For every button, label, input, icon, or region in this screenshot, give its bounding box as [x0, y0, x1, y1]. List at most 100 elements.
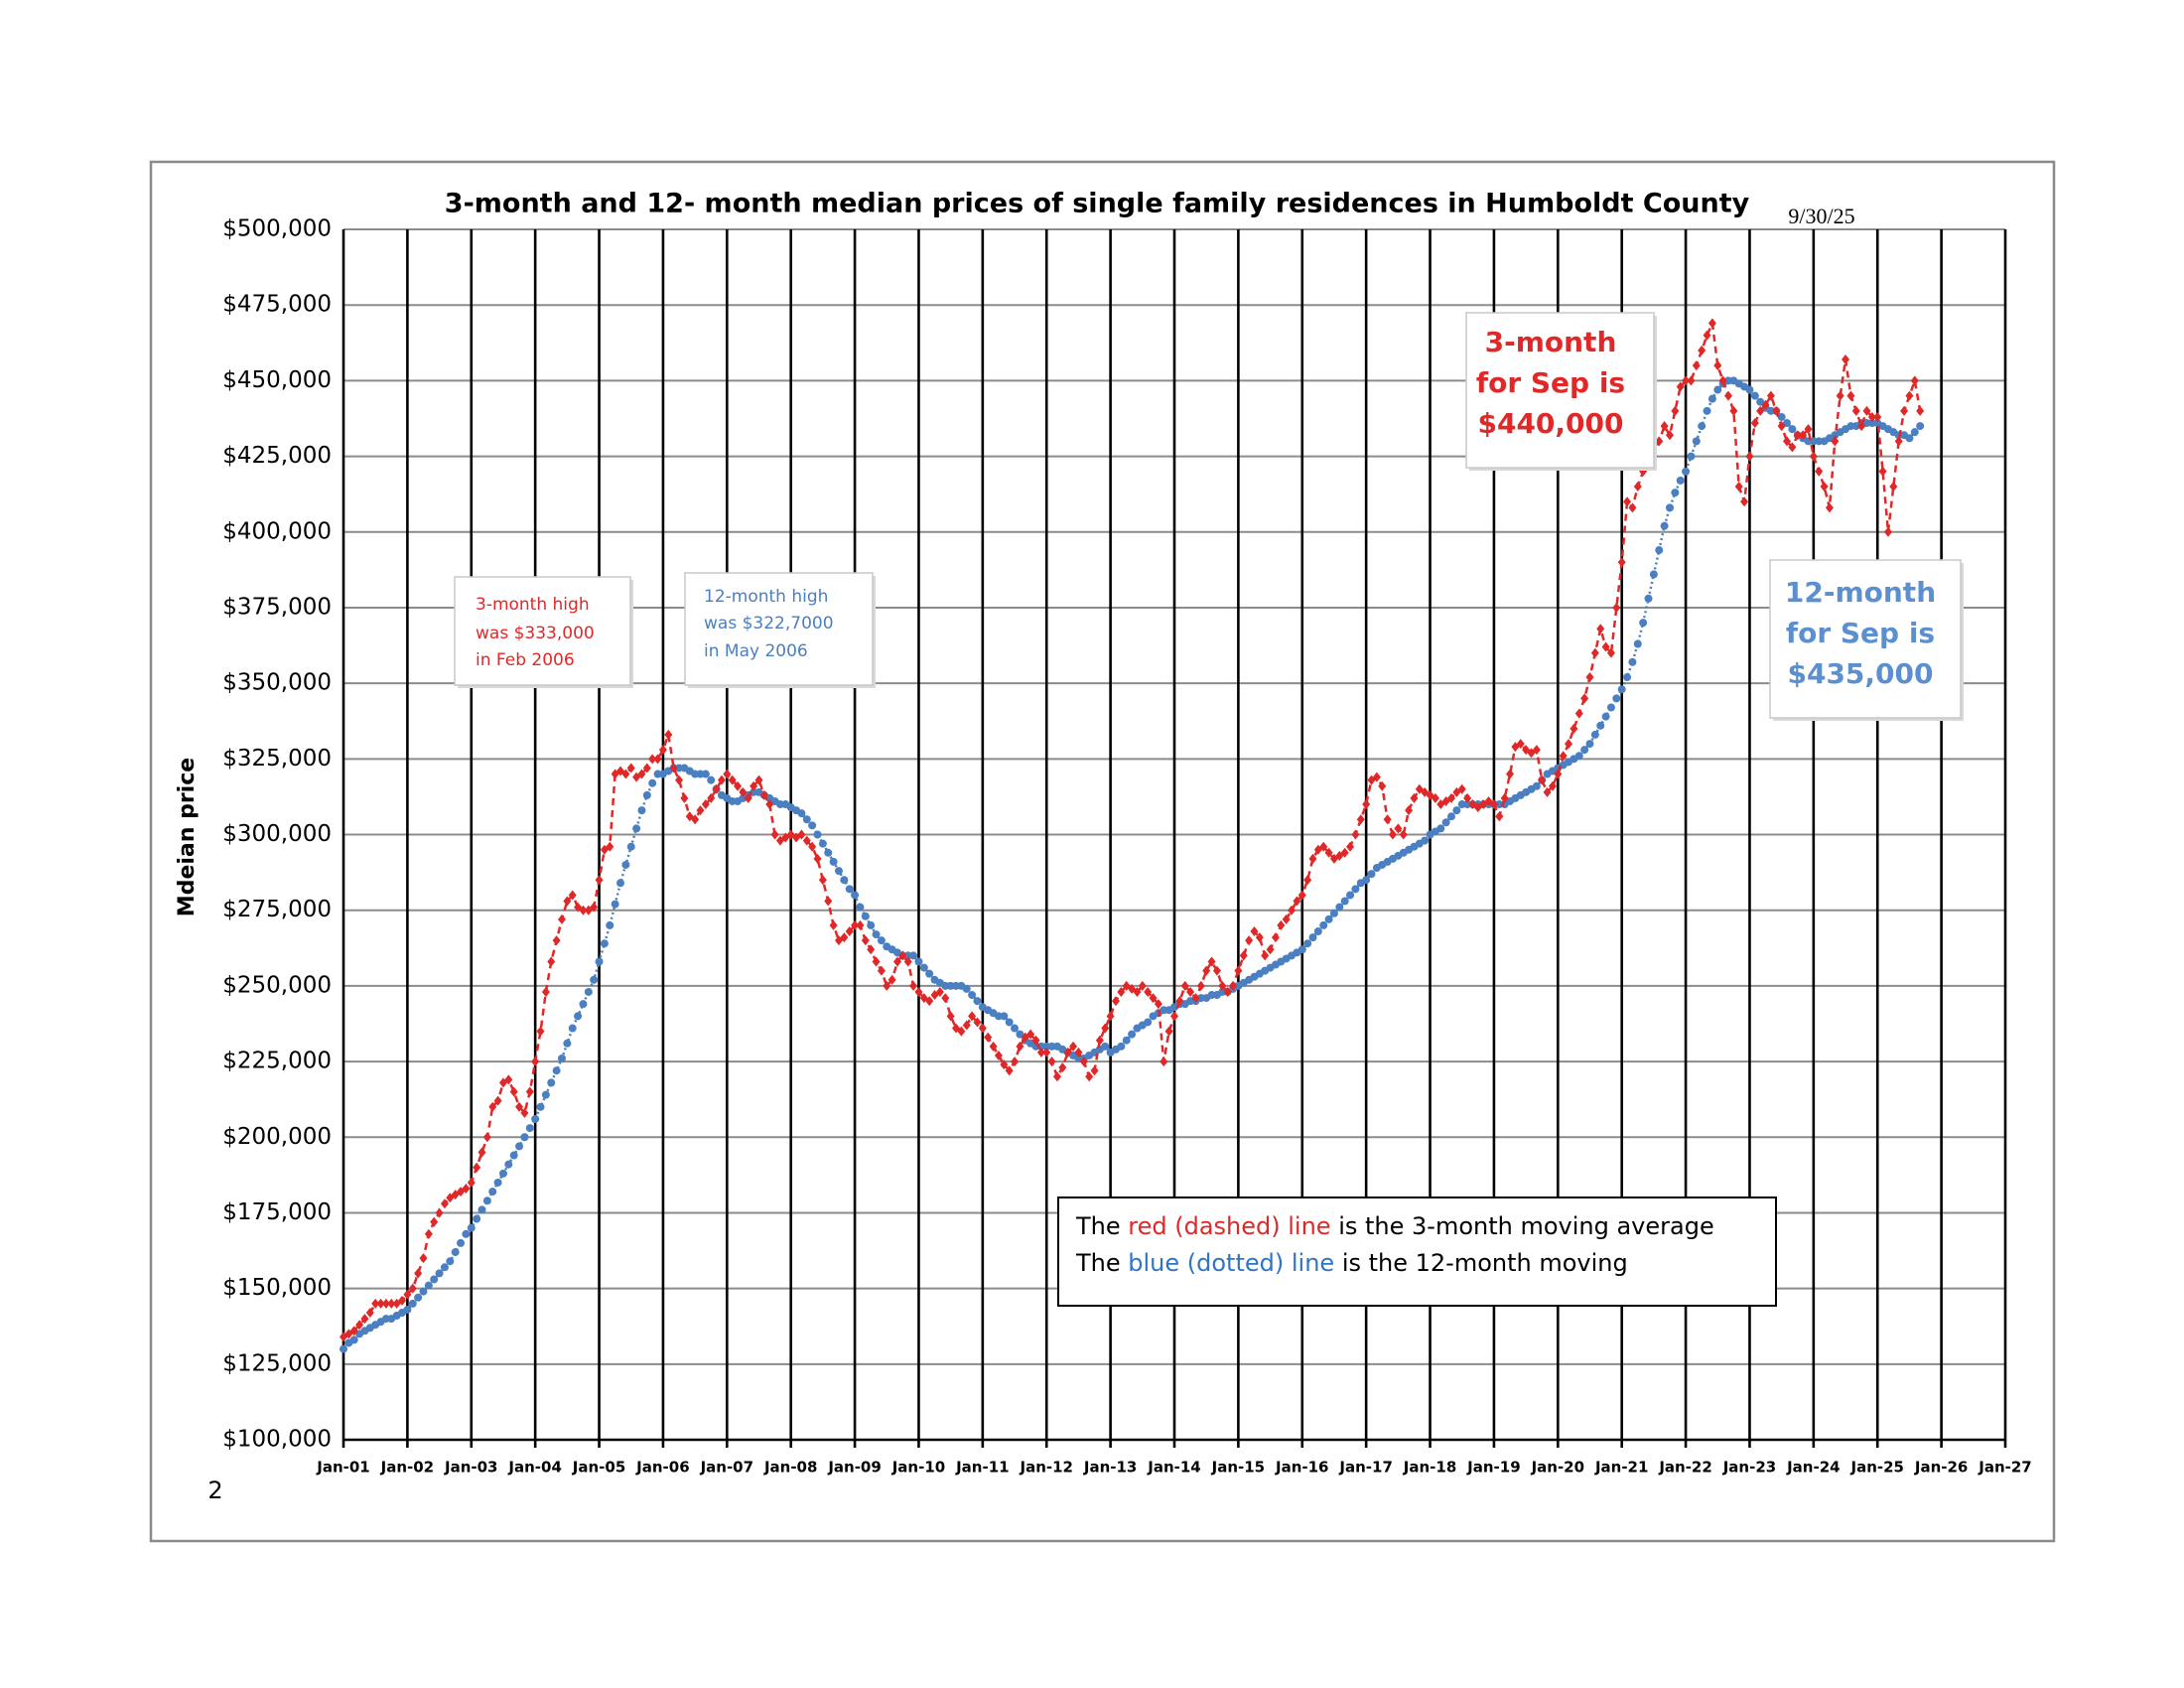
point-marker: [1378, 780, 1387, 791]
point-marker: [1335, 903, 1344, 912]
point-marker: [1239, 950, 1248, 961]
x-tick-label: Jan-05: [572, 1459, 625, 1477]
point-marker: [637, 806, 646, 815]
point-marker: [829, 857, 838, 866]
point-marker: [813, 853, 822, 864]
point-marker: [1245, 935, 1254, 946]
y-tick-label: $425,000: [222, 443, 332, 469]
point-marker: [1297, 890, 1306, 901]
point-marker: [1506, 769, 1515, 779]
point-marker: [845, 885, 854, 894]
point-marker: [1671, 405, 1680, 416]
point-marker: [984, 1032, 993, 1043]
point-marker: [1383, 814, 1392, 825]
point-marker: [1351, 885, 1360, 894]
point-marker: [1772, 405, 1781, 416]
point-marker: [1883, 526, 1892, 537]
point-marker: [739, 786, 748, 797]
annotation-box: [1769, 559, 1962, 719]
point-marker: [1878, 466, 1887, 477]
point-marker: [1873, 411, 1882, 422]
point-marker: [887, 974, 896, 985]
legend-text-part: red (dashed) line: [1128, 1212, 1330, 1240]
point-marker: [824, 848, 833, 857]
point-marker: [498, 1169, 507, 1178]
point-marker: [1288, 905, 1297, 915]
point-marker: [1628, 502, 1637, 513]
legend-text-part: The: [1075, 1212, 1128, 1240]
point-marker: [1085, 1071, 1094, 1082]
annotation-text: was $322,7000: [704, 614, 834, 633]
point-marker: [1346, 891, 1355, 900]
point-marker: [568, 1024, 577, 1033]
point-marker: [1090, 1065, 1099, 1076]
point-marker: [1346, 841, 1355, 852]
x-tick-label: Jan-16: [1275, 1459, 1328, 1477]
point-marker: [1405, 805, 1414, 816]
y-tick-label: $125,000: [222, 1350, 332, 1376]
point-marker: [1191, 993, 1200, 1004]
point-marker: [941, 993, 950, 1004]
point-marker: [1047, 1056, 1056, 1067]
point-marker: [1682, 467, 1691, 476]
point-marker: [1324, 914, 1333, 923]
point-marker: [797, 829, 806, 840]
point-marker: [531, 1056, 540, 1067]
point-marker: [707, 775, 716, 784]
point-marker: [1261, 950, 1270, 961]
point-marker: [1500, 792, 1509, 803]
point-marker: [829, 919, 838, 930]
point-marker: [552, 935, 561, 946]
point-marker: [541, 1090, 550, 1099]
point-marker: [989, 1041, 998, 1052]
point-marker: [621, 860, 630, 869]
x-tick-label: Jan-27: [1978, 1459, 2031, 1477]
point-marker: [1069, 1041, 1078, 1052]
x-tick-label: Jan-09: [827, 1459, 881, 1477]
point-marker: [536, 1026, 545, 1037]
point-marker: [1447, 792, 1455, 803]
point-marker: [424, 1228, 433, 1239]
point-marker: [759, 789, 768, 800]
point-marker: [877, 965, 886, 976]
point-marker: [701, 799, 710, 810]
point-marker: [1559, 751, 1568, 762]
point-marker: [872, 956, 881, 967]
point-marker: [467, 1177, 476, 1188]
point-marker: [568, 890, 577, 901]
annotation-text: in May 2006: [704, 641, 808, 661]
point-marker: [1628, 657, 1637, 666]
point-marker: [648, 778, 657, 787]
point-marker: [440, 1263, 449, 1272]
point-marker: [616, 879, 624, 888]
legend-text-part: is the 12-month moving: [1334, 1249, 1628, 1277]
chart-frame: [149, 160, 2056, 1543]
point-marker: [1612, 602, 1621, 613]
point-marker: [414, 1268, 423, 1279]
point-marker: [813, 830, 822, 839]
point-marker: [1489, 799, 1498, 810]
point-marker: [1106, 1011, 1115, 1022]
annotation-text: $440,000: [1477, 407, 1623, 440]
y-tick-label: $350,000: [222, 670, 332, 696]
point-marker: [867, 944, 876, 955]
point-marker: [808, 841, 817, 852]
point-marker: [1601, 641, 1610, 652]
point-marker: [1154, 999, 1162, 1010]
point-marker: [1585, 740, 1594, 749]
x-tick-label: Jan-17: [1338, 1459, 1392, 1477]
point-marker: [1783, 436, 1792, 447]
point-marker: [925, 996, 934, 1007]
x-tick-label: Jan-04: [507, 1459, 561, 1477]
annotation-text: was $333,000: [476, 624, 595, 643]
point-marker: [1186, 986, 1195, 997]
point-marker: [1633, 482, 1642, 492]
point-marker: [1329, 909, 1338, 917]
point-marker: [626, 763, 635, 774]
point-marker: [1362, 876, 1371, 885]
point-marker: [1441, 818, 1450, 827]
point-marker: [1606, 647, 1615, 658]
annotation-text: in Feb 2006: [476, 650, 575, 670]
point-marker: [1063, 1047, 1072, 1057]
point-marker: [935, 986, 944, 997]
